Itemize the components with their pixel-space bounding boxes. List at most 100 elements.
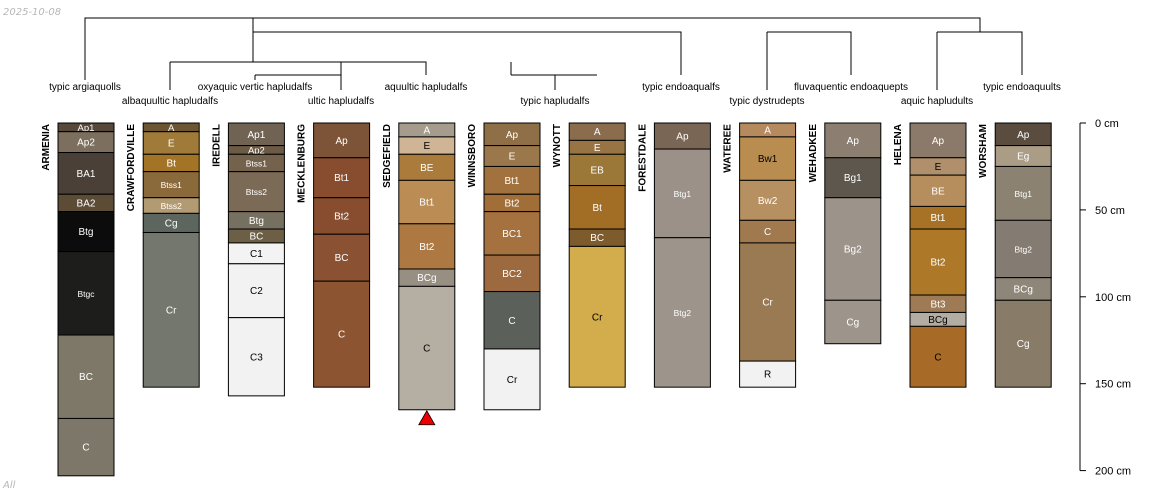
horizon-bt2 xyxy=(909,228,967,296)
horizon-btg1 xyxy=(653,148,711,239)
depth-axis: 0 cm 50 cm 100 cm 150 cm 200 cm xyxy=(1079,118,1131,478)
horizon-label: Cg xyxy=(846,318,859,329)
horizon-label: Bt2 xyxy=(930,258,945,269)
horizon-label: BC xyxy=(249,231,263,242)
horizon-label: Cr xyxy=(592,312,603,323)
horizon-bt2 xyxy=(398,223,456,270)
horizon-label: A xyxy=(764,125,771,136)
horizon-label: Bt2 xyxy=(419,242,434,253)
horizon-label: BE xyxy=(931,186,945,197)
horizon-label: BC xyxy=(335,253,349,264)
profile-crawfordville: CRAWFORDVILLE AE Bt Btss1 Btss2 Cg Cr xyxy=(126,122,200,388)
horizon-cr xyxy=(568,245,626,388)
horizon-label: E xyxy=(935,162,942,173)
horizon-bg1 xyxy=(824,157,882,199)
horizon-label: C2 xyxy=(250,286,263,297)
horizon-label: Ap2 xyxy=(77,138,95,149)
horizon-label: Ap xyxy=(335,136,348,147)
profile-wehadkee: WEHADKEE Ap Bg1 Bg2 Cg xyxy=(808,122,882,345)
horizon-label: Ap xyxy=(676,132,689,143)
horizon-label: Cr xyxy=(166,305,177,316)
horizon-label: Bt1 xyxy=(334,173,349,184)
horizon-label: C xyxy=(934,352,941,363)
profile-name: WYNOTT xyxy=(552,124,563,167)
horizon-label: Ap1 xyxy=(78,123,95,134)
profile-name: IREDELL xyxy=(211,124,222,167)
profile-wynott: WYNOTT AE EB Bt BC Cr xyxy=(552,122,626,388)
horizon-bc2 xyxy=(483,254,541,293)
depth-tick-label: 200 cm xyxy=(1095,466,1131,478)
tree-label: typic endoaquults xyxy=(983,82,1061,93)
horizon-btss1 xyxy=(142,171,200,199)
profile-winnsboro: WINNSBORO Ap E Bt1 Bt2 BC1 BC2 C Cr xyxy=(467,122,541,411)
profile-name: HELENA xyxy=(893,124,904,165)
dendrogram-branch xyxy=(253,31,682,75)
horizon-ap xyxy=(909,122,967,159)
profile-sedgefield: SEDGEFIELD AE BE Bt1 Bt2 BCg C xyxy=(382,122,456,426)
horizon-c xyxy=(398,285,456,411)
horizon-label: E xyxy=(594,143,601,154)
horizon-label: C3 xyxy=(250,352,263,363)
horizon-label: A xyxy=(423,125,430,136)
date-label: 2025-10-08 xyxy=(3,7,62,18)
horizon-bg2 xyxy=(824,197,882,301)
profile-mecklenburg: MECKLENBURG Ap Bt1 Bt2 BC C xyxy=(297,122,371,388)
dendrogram-branch xyxy=(767,31,852,75)
dendrogram-branch xyxy=(84,17,981,80)
tree-label: typic dystrudepts xyxy=(729,96,804,107)
horizon-label: Btg2 xyxy=(1014,245,1032,255)
horizon-btss2 xyxy=(227,171,285,213)
horizon-label: Ap xyxy=(506,130,519,141)
horizon-label: EB xyxy=(591,165,605,176)
horizon-bt1 xyxy=(398,179,456,225)
horizon-label: A xyxy=(168,123,175,134)
horizon-ap xyxy=(313,122,371,159)
horizon-label: C xyxy=(423,344,430,355)
profile-worsham: WORSHAM Ap Eg Btg1 Btg2 BCg Cg xyxy=(978,122,1052,388)
horizon-label: Btg2 xyxy=(674,308,692,318)
horizon-label: Btg1 xyxy=(1014,189,1032,199)
horizon-label: Bt2 xyxy=(334,211,349,222)
profile-forestdale: FORESTDALE Ap Btg1 Btg2 xyxy=(637,122,711,388)
profile-name: WEHADKEE xyxy=(808,124,819,183)
horizon-cr xyxy=(483,348,541,411)
tree-label: typic argiaquolls xyxy=(49,82,121,93)
horizon-label: E xyxy=(423,141,430,152)
horizon-ap xyxy=(824,122,882,159)
horizon-label: E xyxy=(509,152,516,163)
horizon-label: BC2 xyxy=(502,269,522,280)
horizon-label: Ap xyxy=(847,136,860,147)
horizon-ap xyxy=(653,122,711,150)
profile-name: SEDGEFIELD xyxy=(382,124,393,188)
depth-tick-label: 50 cm xyxy=(1095,205,1125,217)
horizon-bw1 xyxy=(739,136,797,181)
tree-label: fluvaquentic endoaquepts xyxy=(794,82,908,93)
horizon-label: BE xyxy=(420,163,434,174)
horizon-c xyxy=(57,417,115,477)
dendrogram-branch xyxy=(170,61,427,75)
horizon-label: C1 xyxy=(250,249,263,260)
profile-name: WORSHAM xyxy=(978,124,989,178)
horizon-bt xyxy=(568,185,626,230)
horizon-c xyxy=(909,325,967,388)
horizon-r xyxy=(739,360,797,388)
horizon-label: BC1 xyxy=(502,229,522,240)
profile-iredell: IREDELL Ap1 Ap2 Btss1 Btss2 Btg BC C1 C2 C3 xyxy=(211,122,285,397)
horizon-bw2 xyxy=(739,179,797,221)
horizon-label: Ap1 xyxy=(248,130,266,141)
bottom-marker-triangle xyxy=(418,409,436,426)
horizon-label: Btgc xyxy=(77,289,95,299)
horizon-label: Bw2 xyxy=(758,196,778,207)
tree-label: aquultic hapludalfs xyxy=(385,82,468,93)
horizon-label: Cr xyxy=(762,298,773,309)
horizon-btg2 xyxy=(653,237,711,388)
horizon-label: Btg xyxy=(249,216,264,227)
horizon-bt2 xyxy=(313,197,371,235)
tree-label: typic endoaqualfs xyxy=(642,82,720,93)
profile-helena: HELENA Ap E BE Bt1 Bt2 Bt3 BCg C xyxy=(893,122,967,388)
horizon-label: C xyxy=(508,316,515,327)
horizon-label: C xyxy=(764,227,771,238)
depth-tick-label: 100 cm xyxy=(1095,292,1131,304)
horizon-eb xyxy=(568,153,626,187)
